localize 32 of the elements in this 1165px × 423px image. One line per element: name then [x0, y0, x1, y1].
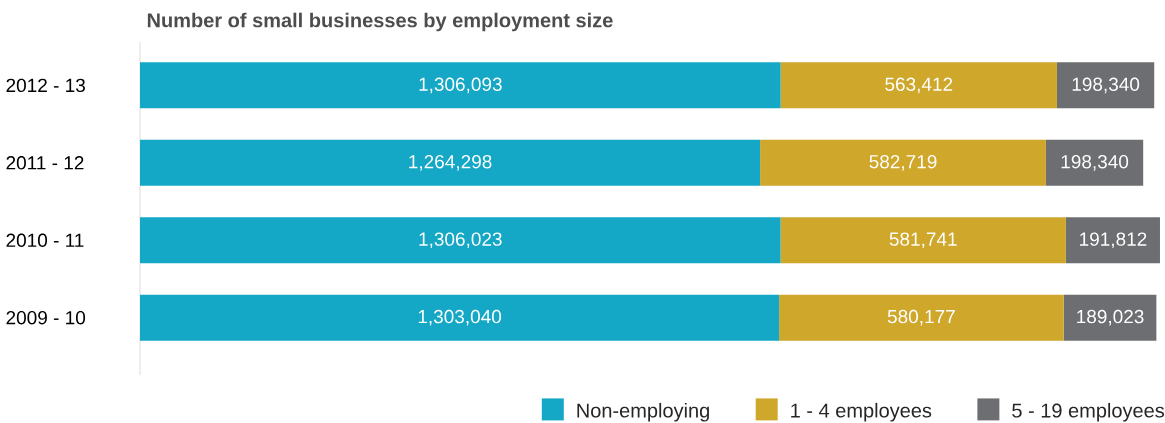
- y-tick-label: 2012 - 13: [6, 78, 85, 93]
- data-label: 1,306,023: [419, 232, 502, 249]
- y-tick-label: 2009 - 10: [6, 310, 86, 325]
- bar: [1065, 217, 1160, 264]
- legend-label: 5 - 19 employees: [1012, 402, 1165, 422]
- data-label: 582,719: [869, 154, 937, 171]
- bar: [760, 139, 1046, 186]
- data-label: 563,412: [885, 77, 953, 94]
- bar: [1045, 139, 1144, 186]
- bar: [780, 62, 1057, 109]
- bar: [780, 217, 1066, 264]
- data-label: 198,340: [1072, 77, 1140, 94]
- chart-title: Number of small businesses by employment size: [147, 12, 613, 32]
- data-label: 580,177: [887, 309, 955, 326]
- data-label: 191,812: [1080, 232, 1147, 249]
- bar: [779, 294, 1064, 341]
- y-tick-label: 2011 - 12: [6, 156, 84, 170]
- legend-label: Non-employing: [577, 402, 709, 422]
- bar: [140, 294, 780, 341]
- data-label: 198,340: [1061, 154, 1129, 171]
- legend-label: 1 - 4 employees: [791, 402, 932, 422]
- y-tick-label: 2010 - 11: [6, 233, 84, 247]
- data-label: 581,741: [889, 232, 957, 249]
- bar: [140, 62, 781, 109]
- bar: [140, 139, 761, 186]
- data-label: 1,306,093: [419, 77, 502, 94]
- data-label: 189,023: [1077, 309, 1144, 326]
- data-label: 1,303,040: [418, 309, 502, 326]
- bar: [1063, 294, 1157, 341]
- bar: [140, 217, 781, 264]
- bar: [1056, 62, 1155, 109]
- data-label: 1,264,298: [409, 154, 492, 171]
